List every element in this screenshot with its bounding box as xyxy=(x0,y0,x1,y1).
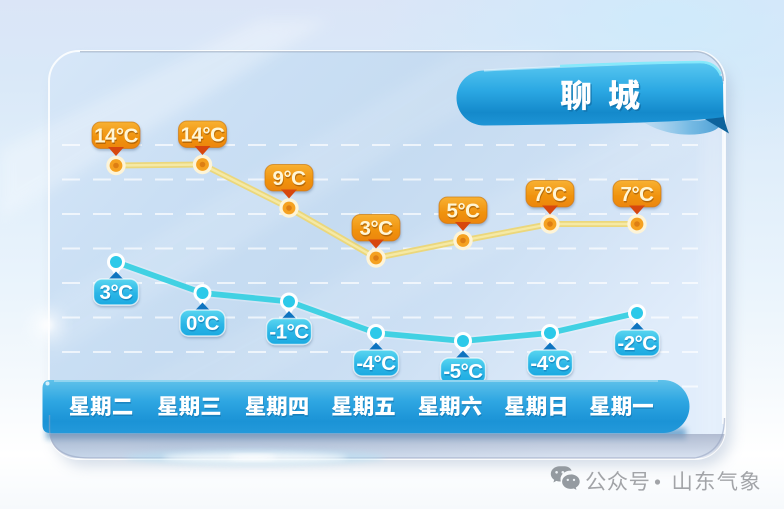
svg-text:-2°C: -2°C xyxy=(617,332,657,355)
svg-text:9°C: 9°C xyxy=(273,168,307,191)
svg-text:-1°C: -1°C xyxy=(270,322,310,345)
svg-text:-1°C: -1°C xyxy=(269,321,309,344)
svg-text:3°C: 3°C xyxy=(360,218,394,241)
svg-text:7°C: 7°C xyxy=(534,183,568,206)
svg-text:-4°C: -4°C xyxy=(531,353,571,376)
svg-text:-4°C: -4°C xyxy=(357,353,397,376)
svg-text:0°C: 0°C xyxy=(187,313,221,336)
svg-text:-5°C: -5°C xyxy=(443,360,483,383)
svg-text:14°C: 14°C xyxy=(94,125,139,148)
svg-text:5°C: 5°C xyxy=(447,200,481,223)
svg-text:9°C: 9°C xyxy=(273,167,307,190)
svg-text:14°C: 14°C xyxy=(181,125,226,148)
svg-text:14°C: 14°C xyxy=(95,126,140,149)
svg-text:3°C: 3°C xyxy=(100,282,134,305)
svg-text:7°C: 7°C xyxy=(621,184,655,207)
svg-text:3°C: 3°C xyxy=(360,217,394,240)
svg-text:0°C: 0°C xyxy=(186,312,220,335)
svg-text:5°C: 5°C xyxy=(447,201,481,224)
svg-text:-4°C: -4°C xyxy=(356,352,396,375)
svg-text:3°C: 3°C xyxy=(100,281,134,304)
svg-text:7°C: 7°C xyxy=(534,184,568,207)
svg-text:14°C: 14°C xyxy=(181,124,226,147)
svg-text:-5°C: -5°C xyxy=(444,361,484,384)
svg-text:-4°C: -4°C xyxy=(530,352,570,375)
svg-text:-2°C: -2°C xyxy=(618,333,658,356)
svg-text:7°C: 7°C xyxy=(621,183,655,206)
